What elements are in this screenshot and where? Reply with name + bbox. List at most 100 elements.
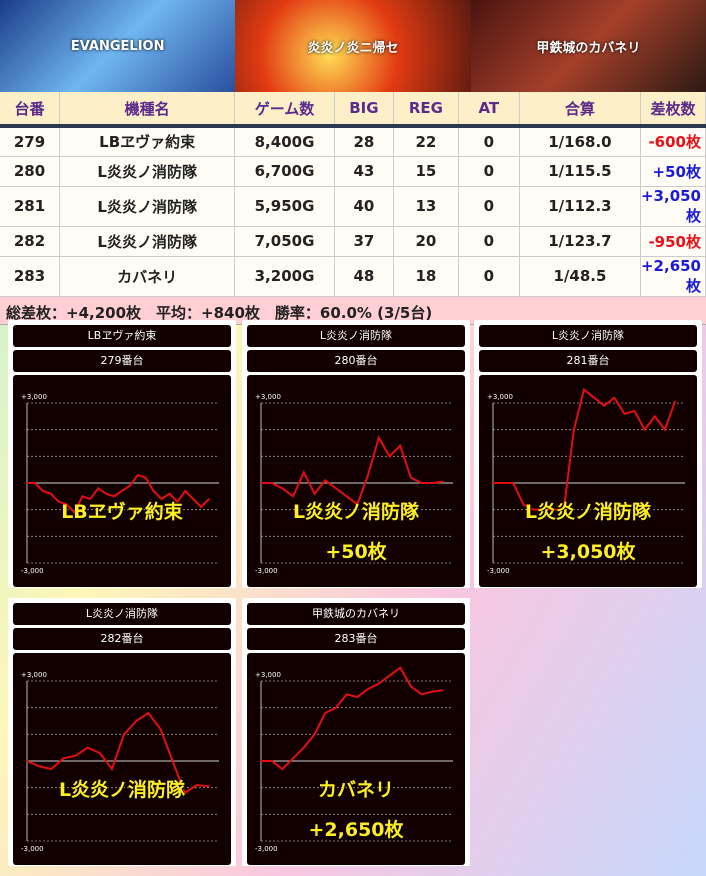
- data-point: [81, 495, 84, 498]
- column-header[interactable]: AT: [458, 92, 520, 128]
- data-point: [367, 474, 369, 476]
- y-tick-label: +3,000: [255, 393, 281, 401]
- data-point: [113, 495, 115, 498]
- data-point: [593, 396, 595, 399]
- data-point: [49, 492, 52, 495]
- data-point: [123, 733, 125, 736]
- graph-overlay-diff: +2,650枚: [308, 819, 404, 841]
- column-header[interactable]: ゲーム数: [234, 92, 335, 128]
- data-point: [399, 444, 401, 447]
- data-point: [442, 689, 444, 692]
- graph-machine-name: L炎炎ノ消防隊: [479, 325, 697, 347]
- cell-reg: 15: [393, 156, 459, 187]
- data-point: [399, 666, 401, 669]
- data-point: [442, 480, 444, 483]
- cell-diff: +50枚: [640, 156, 706, 187]
- data-point: [664, 428, 666, 431]
- cell-big: 48: [334, 256, 395, 297]
- data-point: [73, 511, 76, 514]
- graph-plot: +3,000 -3,000 LBヱヴァ約束: [13, 375, 231, 587]
- cell-name: LBヱヴァ約束: [59, 126, 236, 157]
- data-point: [542, 508, 545, 511]
- data-point: [129, 484, 131, 487]
- data-point: [38, 765, 40, 768]
- data-point: [633, 410, 636, 412]
- series-line: [26, 711, 210, 795]
- line-chart: +3,000 -3,000: [21, 393, 219, 575]
- table-row: 282 L炎炎ノ消防隊 7,050G 37 20 0 1/123.7 -950枚: [0, 226, 706, 257]
- column-header[interactable]: BIG: [334, 92, 395, 128]
- series-line: [493, 387, 676, 511]
- data-point: [62, 757, 65, 760]
- graph-overlay-name: L炎炎ノ消防隊: [292, 501, 420, 523]
- data-point: [335, 487, 337, 490]
- data-point: [377, 436, 380, 439]
- series-line: [261, 666, 444, 771]
- data-point: [160, 498, 163, 500]
- data-point: [99, 752, 101, 754]
- cell-total: 1/112.3: [519, 186, 641, 227]
- cell-name: L炎炎ノ消防隊: [59, 186, 236, 227]
- data-point: [431, 482, 434, 484]
- data-point: [623, 412, 626, 415]
- graph-unit-number: 280番台: [247, 350, 465, 372]
- y-tick-label: +3,000: [255, 671, 281, 679]
- data-point: [281, 768, 284, 770]
- data-point: [147, 712, 150, 714]
- y-tick-label: -3,000: [255, 567, 278, 575]
- data-point: [89, 498, 92, 500]
- cell-at: 0: [458, 156, 520, 187]
- banner-row: EVANGELION 炎炎ノ炎ニ帰セ 甲鉄城のカバネリ: [0, 0, 706, 92]
- graph-overlay-name: L炎炎ノ消防隊: [524, 501, 652, 523]
- graph-plot: +3,000 -3,000 L炎炎ノ消防隊: [13, 653, 231, 865]
- banner-enen: 炎炎ノ炎ニ帰セ: [235, 0, 471, 92]
- data-point: [552, 508, 555, 511]
- cell-name: L炎炎ノ消防隊: [59, 156, 236, 187]
- data-point: [168, 492, 171, 495]
- graph-overlay-name: LBヱヴァ約束: [61, 501, 183, 523]
- data-point: [367, 688, 369, 690]
- cell-total: 1/123.7: [519, 226, 641, 257]
- data-point: [192, 498, 194, 500]
- data-point: [57, 500, 60, 503]
- table-row: 283 カバネリ 3,200G 48 18 0 1/48.5 +2,650枚: [0, 256, 706, 297]
- data-point: [420, 693, 423, 696]
- cell-reg: 20: [393, 226, 459, 257]
- line-chart: +3,000 -3,000: [255, 666, 453, 853]
- column-header[interactable]: 機種名: [59, 92, 236, 128]
- graph-card: 甲鉄城のカバネリ 283番台 +3,000 -3,000 カバネリ +2,650枚: [242, 598, 470, 866]
- data-point: [26, 482, 28, 484]
- data-point: [653, 415, 656, 418]
- data-point: [512, 482, 515, 484]
- cell-diff: -600枚: [640, 126, 706, 157]
- data-point: [356, 696, 359, 698]
- graph-card: L炎炎ノ消防隊 281番台 +3,000 -3,000 L炎炎ノ消防隊 +3,050枚: [474, 320, 702, 588]
- cell-at: 0: [458, 186, 520, 227]
- line-chart: +3,000 -3,000: [487, 387, 685, 575]
- data-point: [86, 746, 89, 749]
- data-point: [313, 733, 316, 736]
- cell-at: 0: [458, 226, 520, 257]
- data-point: [135, 720, 137, 722]
- data-point: [270, 482, 273, 484]
- data-point: [313, 492, 316, 495]
- column-header[interactable]: REG: [393, 92, 459, 128]
- results-table: 台番 機種名 ゲーム数 BIG REG AT 合算 差枚数 279 LBヱヴァ約束 8,400G 2…: [0, 92, 706, 297]
- data-point: [303, 471, 305, 474]
- cell-no: 281: [0, 186, 61, 227]
- data-point: [345, 693, 348, 696]
- column-header[interactable]: 台番: [0, 92, 61, 128]
- cell-games: 7,050G: [234, 226, 335, 257]
- column-header[interactable]: 合算: [519, 92, 641, 128]
- column-header[interactable]: 差枚数: [640, 92, 706, 128]
- cell-reg: 18: [393, 256, 459, 297]
- cell-big: 40: [334, 186, 395, 227]
- data-point: [573, 428, 575, 431]
- cell-no: 282: [0, 226, 61, 257]
- graph-unit-number: 281番台: [479, 350, 697, 372]
- cell-at: 0: [458, 256, 520, 297]
- series-line: [261, 435, 444, 506]
- cell-no: 280: [0, 156, 61, 187]
- graph-unit-number: 282番台: [13, 628, 231, 650]
- cell-total: 1/115.5: [519, 156, 641, 187]
